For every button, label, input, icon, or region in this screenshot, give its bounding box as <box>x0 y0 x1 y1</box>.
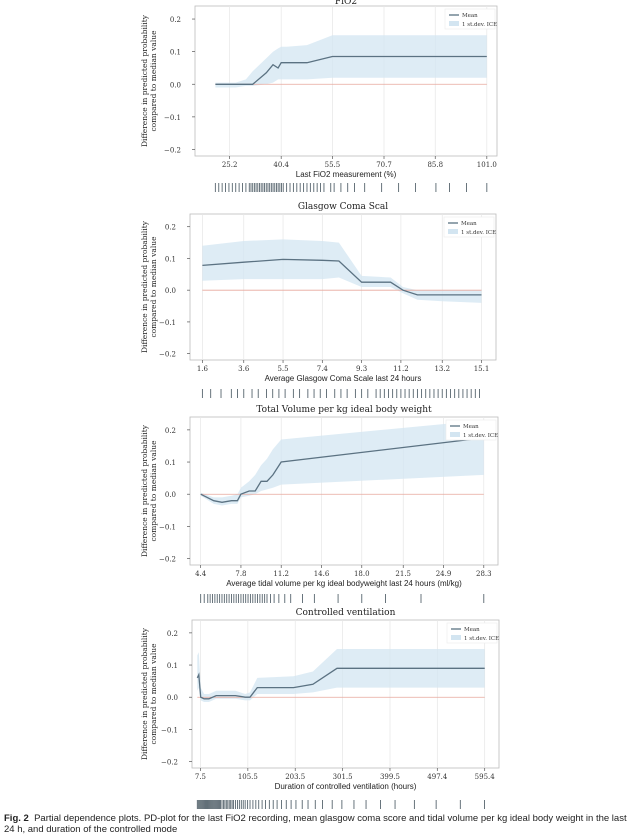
x-tick-label: 7.5 <box>195 773 206 781</box>
y-tick-label: −0.2 <box>159 556 176 564</box>
legend-band-swatch <box>451 635 461 640</box>
y-axis-label-line: Difference in predicted probability <box>140 627 149 760</box>
x-tick-label: 7.8 <box>235 570 246 578</box>
y-axis-label: Difference in predicted probabilitycompa… <box>140 627 158 760</box>
y-tick-label: 0.0 <box>165 491 176 499</box>
caption-text: Partial dependence plots. PD-plot for th… <box>4 813 627 835</box>
y-axis-label-line: compared to median value <box>149 30 158 132</box>
chart-title: Glasgow Coma Scal <box>298 202 388 212</box>
legend-band-swatch <box>448 229 458 234</box>
x-axis-label: Last FiO2 measurement (%) <box>296 170 397 179</box>
y-axis-label-line: Difference in predicted probability <box>140 220 149 353</box>
x-tick-label: 21.5 <box>395 570 411 578</box>
x-tick-label: 3.6 <box>238 365 250 373</box>
chart-title: Controlled ventilation <box>296 608 396 618</box>
x-tick-label: 9.3 <box>356 365 367 373</box>
legend-mean-label: Mean <box>463 424 479 430</box>
y-axis-label-line: compared to median value <box>149 236 158 338</box>
y-tick-label: −0.1 <box>159 319 176 327</box>
y-tick-label: −0.2 <box>161 759 178 767</box>
y-tick-label: 0.0 <box>167 694 178 702</box>
chart-panel-4: Controlled ventilation 0.2 0.1 0.0 −0.1 −0.2 7… <box>140 608 500 809</box>
ice-std-band <box>200 420 484 506</box>
y-tick-label: 0.0 <box>165 287 176 295</box>
chart-panel-3: Total Volume per kg ideal body weight 0.2… <box>140 405 499 603</box>
legend-band-label: 1 st.dev. ICE <box>462 22 497 28</box>
x-tick-label: 28.3 <box>476 570 492 578</box>
y-tick-label: −0.1 <box>159 523 176 531</box>
x-tick-label: 595.4 <box>475 773 496 781</box>
mean-line <box>200 437 484 503</box>
legend-band-swatch <box>449 21 459 26</box>
y-tick-label: 0.1 <box>165 255 176 263</box>
legend-mean-label: Mean <box>461 221 477 227</box>
legend-mean-label: Mean <box>464 627 480 633</box>
ice-std-band <box>202 239 482 303</box>
chart-panel-2: Glasgow Coma Scal 0.2 0.1 0.0 −0.1 −0.2 1.6 3.6… <box>140 202 497 398</box>
caption-label: Fig. 2 <box>4 813 29 824</box>
y-tick-label: 0.2 <box>170 16 181 24</box>
ice-std-band <box>197 649 485 702</box>
y-axis-label-line: Difference in predicted probability <box>140 14 149 147</box>
x-axis-label: Average Glasgow Coma Scale last 24 hours <box>265 374 422 383</box>
chart-title: Total Volume per kg ideal body weight <box>256 405 432 415</box>
y-tick-label: 0.1 <box>170 49 181 57</box>
x-axis-label: Duration of controlled ventilation (hour… <box>275 782 417 791</box>
y-axis-label: Difference in predicted probabilitycompa… <box>140 424 158 557</box>
x-tick-label: 55.5 <box>325 161 341 169</box>
x-tick-label: 4.4 <box>195 570 207 578</box>
x-tick-label: 11.2 <box>273 570 289 578</box>
y-tick-label: 0.1 <box>167 662 178 670</box>
x-tick-label: 40.4 <box>273 161 289 169</box>
y-axis-label-line: Difference in predicted probability <box>140 424 149 557</box>
x-tick-label: 101.0 <box>477 161 497 169</box>
x-tick-label: 7.4 <box>317 365 329 373</box>
x-tick-label: 25.2 <box>222 161 238 169</box>
legend-band-label: 1 st.dev. ICE <box>463 433 498 439</box>
y-axis-label: Difference in predicted probabilitycompa… <box>140 14 158 147</box>
x-tick-label: 301.5 <box>333 773 353 781</box>
x-tick-label: 15.1 <box>474 365 490 373</box>
mean-line <box>196 667 485 700</box>
y-tick-label: −0.1 <box>164 114 181 122</box>
x-tick-label: 1.6 <box>197 365 209 373</box>
x-axis-label: Average tidal volume per kg ideal bodywe… <box>226 579 462 588</box>
x-tick-label: 14.6 <box>314 570 330 578</box>
x-tick-label: 105.5 <box>238 773 258 781</box>
y-tick-label: 0.1 <box>165 459 176 467</box>
y-tick-label: 0.2 <box>165 427 176 435</box>
chart-title: FiO2 <box>335 0 357 7</box>
legend-mean-label: Mean <box>462 13 478 19</box>
figure-caption: Fig. 2 Partial dependence plots. PD-plot… <box>4 813 632 835</box>
plot-area <box>189 213 497 361</box>
y-tick-label: −0.2 <box>164 146 181 154</box>
x-tick-label: 70.7 <box>376 161 392 169</box>
legend-band-label: 1 st.dev. ICE <box>464 636 499 642</box>
legend-band-swatch <box>450 432 460 437</box>
y-axis-label: Difference in predicted probabilitycompa… <box>140 220 158 353</box>
mean-line <box>202 258 482 296</box>
x-tick-label: 85.8 <box>427 161 443 169</box>
ice-std-band <box>215 35 487 88</box>
y-tick-label: 0.2 <box>165 224 176 232</box>
y-tick-label: −0.2 <box>159 351 176 359</box>
y-tick-label: 0.2 <box>167 630 178 638</box>
y-tick-label: 0.0 <box>170 81 181 89</box>
x-tick-label: 24.9 <box>436 570 452 578</box>
legend-band-label: 1 st.dev. ICE <box>461 230 496 236</box>
x-tick-label: 399.5 <box>380 773 400 781</box>
x-tick-label: 203.5 <box>285 773 305 781</box>
x-tick-label: 497.4 <box>427 773 448 781</box>
chart-panel-1: FiO2 0.2 0.1 0.0 −0.1 −0.2 25.2 40.4 55.5 70.7 85.… <box>140 0 498 192</box>
y-tick-label: −0.1 <box>161 726 178 734</box>
x-tick-label: 5.5 <box>277 365 288 373</box>
y-axis-label-line: compared to median value <box>149 643 158 745</box>
mean-line <box>215 55 487 85</box>
y-axis-label-line: compared to median value <box>149 440 158 542</box>
x-tick-label: 18.0 <box>354 570 370 578</box>
x-tick-label: 11.2 <box>393 365 409 373</box>
x-tick-label: 13.2 <box>434 365 450 373</box>
